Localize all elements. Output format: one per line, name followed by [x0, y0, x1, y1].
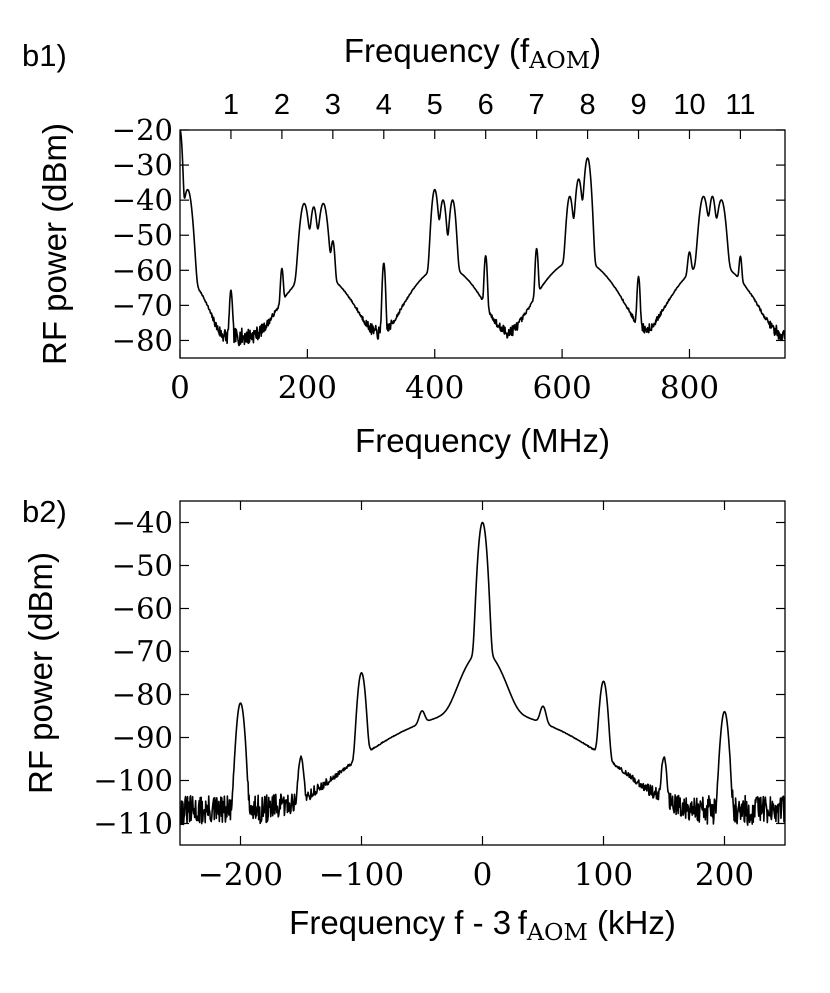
top-axis-label: Frequency (fAOM): [344, 32, 601, 74]
top-axis-label-part: ): [590, 32, 601, 69]
y-tick-label: −70: [112, 635, 173, 669]
x-tick-label: 0: [473, 857, 493, 893]
x-tick-label: 800: [660, 370, 719, 406]
top-tick-label: 7: [529, 89, 545, 121]
x-tick-label: 600: [533, 370, 592, 406]
y-tick-label: −110: [93, 807, 173, 841]
spectrum-chart-b2: −200 −100 0 100 200 −110 −100 −90 −80 −70 −60 −50 −4…: [22, 500, 786, 946]
spectrum-chart-b1: 0 200 400 600 800 −80−70−60−50−40−30−20 RF pow…: [36, 32, 786, 459]
x-axis-label-part: Frequency f - 3 f: [289, 904, 528, 941]
plot-frame-b2: [179, 500, 786, 846]
x-tick-label: −200: [198, 857, 283, 893]
y-tick-label: −30: [112, 148, 173, 182]
x-tick-label: 400: [405, 370, 464, 406]
y-tick-label: −80: [112, 323, 173, 357]
top-axis-label-part: AOM: [528, 46, 590, 74]
y-tick-label: −40: [112, 506, 173, 540]
y-tick-label: −60: [112, 253, 173, 287]
panel-label-b1: b1): [22, 38, 67, 73]
y-tick-label: −60: [112, 592, 173, 626]
x-tick-label: 200: [695, 857, 754, 893]
top-axis-label-part: Frequency (f: [344, 32, 530, 69]
spectrum-line-b2: [180, 521, 785, 826]
x-axis-label-part: AOM: [526, 918, 588, 946]
y-tick-label: −20: [112, 113, 173, 147]
panel-label-b2: b2): [22, 494, 67, 529]
x-tick-label: 0: [170, 370, 190, 406]
top-tick-label: 1: [223, 89, 239, 121]
top-tick-label: 10: [673, 89, 705, 121]
x-tick-label: 100: [574, 857, 633, 893]
top-tick-label: 8: [580, 89, 596, 121]
top-tick-label: 6: [478, 89, 494, 121]
spectrum-line-b1: [180, 130, 785, 347]
x-axis-label: Frequency f - 3 fAOM (kHz): [289, 904, 676, 946]
y-tick-label: −50: [112, 549, 173, 583]
y-axis-label: RF power (dBm): [36, 123, 73, 365]
x-tick-label: −100: [319, 857, 404, 893]
top-tick-label: 5: [427, 89, 443, 121]
x-axis-label: Frequency (MHz): [355, 422, 610, 459]
y-tick-label: −100: [93, 764, 173, 798]
plot-frame-b1: [179, 129, 786, 359]
x-tick-label: 200: [278, 370, 337, 406]
top-tick-label: 4: [376, 89, 392, 121]
top-tick-label: 11: [725, 89, 755, 121]
top-tick-label: 3: [325, 89, 341, 121]
y-tick-label: −70: [112, 288, 173, 322]
y-tick-label: −40: [112, 183, 173, 217]
top-tick-label: 9: [630, 89, 646, 121]
y-tick-label: −80: [112, 678, 173, 712]
top-tick-label: 2: [274, 89, 290, 121]
y-tick-label: −50: [112, 218, 173, 252]
x-axis-label-part: (kHz): [588, 904, 676, 941]
y-tick-label: −90: [112, 721, 173, 755]
y-axis-label: RF power (dBm): [22, 552, 59, 794]
